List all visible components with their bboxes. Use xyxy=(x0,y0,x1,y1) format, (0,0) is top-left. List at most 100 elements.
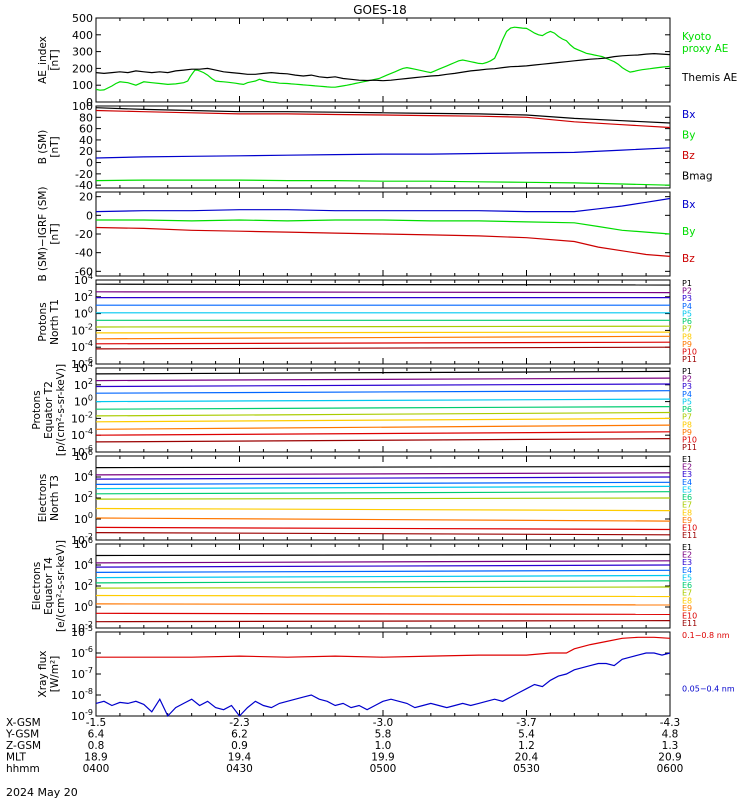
legend-label: E7 xyxy=(682,589,692,598)
x-row-value: 19.4 xyxy=(228,752,252,764)
legend-label: E7 xyxy=(682,501,692,510)
x-row-value: 1.3 xyxy=(662,740,679,752)
panel-2: -60 -40 -20 0 20 B (SM)−IGRF (SM) [nT] Bx By Bz xyxy=(37,186,695,281)
legend-label: P6 xyxy=(682,317,692,326)
y-tick-label: 104 xyxy=(74,557,93,572)
series-line-e8 xyxy=(95,594,671,598)
series-line-e3 xyxy=(95,476,671,480)
legend-label: E5 xyxy=(682,573,692,582)
legend-label: P8 xyxy=(682,420,692,429)
legend-label: P10 xyxy=(682,348,697,357)
series-line-p11 xyxy=(95,346,671,350)
series-line-e2 xyxy=(95,560,671,564)
series-line-bx xyxy=(95,147,671,159)
y-axis-label: Xray flux xyxy=(37,651,49,698)
legend-label: E9 xyxy=(682,516,692,525)
y-tick-label: 10-6 xyxy=(71,356,93,371)
legend-label: E11 xyxy=(682,531,697,540)
y-axis-label: [nT] xyxy=(49,136,61,157)
legend-label: P6 xyxy=(682,405,692,414)
y-axis-label: [e/(cm²-s-sr-keV)] xyxy=(55,540,67,632)
series-line-bx xyxy=(95,197,671,213)
y-tick-label: 106 xyxy=(74,536,93,551)
series-line-e1 xyxy=(95,553,671,557)
legend-label: P9 xyxy=(682,340,692,349)
legend-label: E3 xyxy=(682,470,692,479)
x-row-value: -3.0 xyxy=(373,717,394,729)
x-row-value: 18.9 xyxy=(84,752,107,764)
legend-label: P5 xyxy=(682,309,692,318)
y-axis-label: North T3 xyxy=(49,475,61,521)
legend-label: Bx xyxy=(682,199,695,211)
x-row-value: 6.2 xyxy=(231,729,248,741)
series-line-e7 xyxy=(95,586,671,589)
legend-label: P10 xyxy=(682,436,697,445)
x-row-value: 0430 xyxy=(226,763,253,775)
x-row-value: -1.5 xyxy=(86,717,107,729)
legend-label: Bmag xyxy=(682,171,713,183)
y-tick-label: -20 xyxy=(75,168,93,181)
series-line-e1 xyxy=(95,465,671,469)
legend-label: P11 xyxy=(682,443,697,452)
y-tick-label: 0 xyxy=(86,157,93,170)
y-axis-label: North T1 xyxy=(49,299,61,345)
y-tick-label: 100 xyxy=(74,511,93,526)
legend-label: E5 xyxy=(682,485,692,494)
x-row-value: -3.7 xyxy=(516,717,537,729)
y-tick-label: -60 xyxy=(75,265,93,278)
y-tick-label: 100 xyxy=(72,100,93,113)
y-tick-label: 102 xyxy=(74,490,93,505)
legend-label: P11 xyxy=(682,355,697,364)
x-row-value: 6.4 xyxy=(88,729,105,741)
legend-label: E8 xyxy=(682,596,692,605)
series-line-e2 xyxy=(95,472,671,476)
legend-label: P5 xyxy=(682,397,692,406)
x-row-value: -4.3 xyxy=(660,717,681,729)
y-tick-label: 102 xyxy=(74,578,93,593)
legend-label: E10 xyxy=(682,612,697,621)
y-tick-label: 10-2 xyxy=(71,532,93,547)
series-line-bz xyxy=(95,226,671,257)
legend-label: 0.05−0.4 nm xyxy=(682,684,735,693)
x-row-name: hhmm xyxy=(6,763,40,775)
series-line-themis-ae xyxy=(95,52,671,82)
x-row-name: Z-GSM xyxy=(6,740,41,752)
legend-label: Kyoto proxy AE xyxy=(682,31,728,55)
series-line-e5 xyxy=(95,485,671,490)
series-line-p6 xyxy=(95,406,671,410)
series-line-by xyxy=(95,179,671,186)
y-tick-label: 10-2 xyxy=(71,322,93,337)
y-tick-label: 10-8 xyxy=(71,687,93,702)
series-line-e5 xyxy=(95,574,671,579)
y-tick-label: 10-6 xyxy=(71,444,93,459)
y-tick-label: 20 xyxy=(79,145,93,158)
legend-label: P4 xyxy=(682,302,692,311)
y-axis-label: Equator T4 xyxy=(43,557,55,615)
legend-label: P2 xyxy=(682,287,692,296)
panel-0: 0 100 200 300 400 500 AE_index [nT] Kyoto proxy A… xyxy=(37,12,737,109)
y-tick-label: 10-2 xyxy=(71,620,93,635)
legend-label: P1 xyxy=(682,367,692,376)
legend-label: By xyxy=(682,226,695,238)
y-tick-label: 106 xyxy=(74,448,93,463)
y-axis-label: [p/(cm²-s-sr-keV)] xyxy=(55,364,67,456)
x-row-value: 0530 xyxy=(513,763,540,775)
date-label: 2024 May 20 xyxy=(6,786,78,799)
x-row-value: 19.9 xyxy=(371,752,394,764)
series-line-p9 xyxy=(95,335,671,340)
legend-label: Themis AE xyxy=(681,72,737,84)
x-axis-table: X-GSM -1.5 -2.3 -3.0 -3.7 -4.3 Y-GSM 6.4 6.2 5.8 5… xyxy=(5,717,683,775)
y-tick-label: 10-4 xyxy=(71,427,93,442)
legend-label: E4 xyxy=(682,566,692,575)
series-line-e3 xyxy=(95,564,671,568)
y-tick-label: 10-6 xyxy=(71,645,93,660)
legend-label: P9 xyxy=(682,428,692,437)
x-row-value: 4.8 xyxy=(662,729,679,741)
y-tick-label: 100 xyxy=(74,599,93,614)
x-row-value: 5.4 xyxy=(518,729,535,741)
y-tick-label: 300 xyxy=(72,46,93,59)
series-line-e8 xyxy=(95,507,671,512)
legend-label: E3 xyxy=(682,558,692,567)
